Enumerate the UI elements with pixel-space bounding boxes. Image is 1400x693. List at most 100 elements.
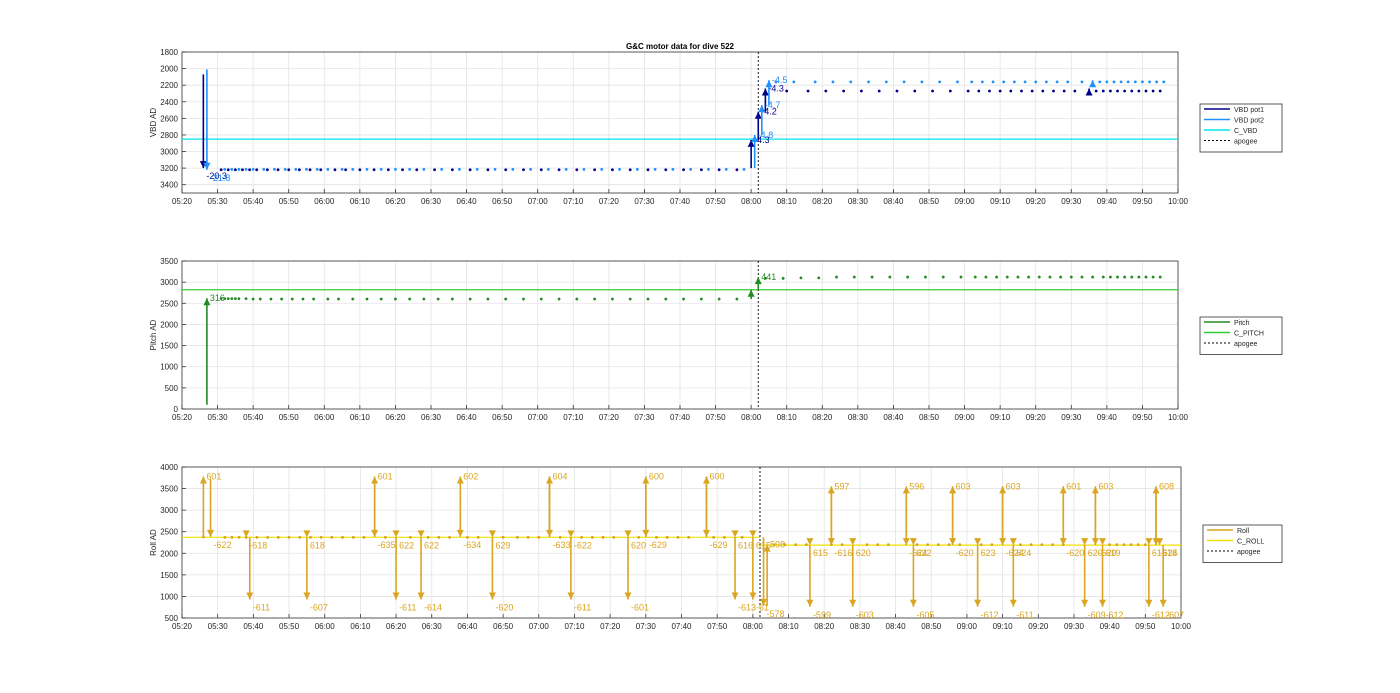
x-tick-label: 07:20 [599, 413, 620, 422]
legend-label: C_VBD [1234, 128, 1257, 135]
move-label: -614 [424, 602, 442, 612]
data-point [298, 535, 302, 539]
data-point [251, 297, 255, 301]
move-arrow-head [760, 598, 768, 606]
data-point [237, 297, 241, 301]
data-point [475, 167, 479, 171]
move-arrow-head [1009, 538, 1017, 546]
x-tick-label: 05:20 [172, 622, 193, 631]
data-point [915, 543, 919, 547]
data-point [1020, 89, 1023, 93]
x-tick-label: 08:30 [850, 622, 871, 631]
data-point [813, 80, 817, 84]
x-tick-label: 08:20 [812, 197, 833, 206]
x-tick-label: 07:00 [528, 413, 549, 422]
data-point [372, 168, 376, 172]
data-point [1137, 89, 1141, 93]
data-point [426, 535, 430, 539]
data-point [740, 535, 744, 539]
data-point [301, 297, 305, 301]
data-point [337, 297, 340, 301]
data-point [689, 167, 693, 171]
x-tick-label: 07:40 [670, 197, 691, 206]
data-point [831, 80, 835, 84]
data-point [806, 89, 810, 93]
move-arrow-head [199, 476, 207, 484]
data-point [611, 168, 614, 172]
data-point [817, 276, 821, 280]
data-point [1155, 80, 1159, 84]
x-tick-label: 09:50 [1135, 622, 1156, 631]
data-point [383, 535, 387, 539]
data-point [870, 275, 874, 279]
move-arrow-head [624, 530, 632, 538]
data-point [1030, 89, 1034, 93]
legend-label: apogee [1234, 139, 1257, 146]
x-tick-label: 09:00 [955, 413, 976, 422]
data-point [1148, 80, 1151, 84]
move-arrow-head [747, 139, 755, 147]
move-arrow-head [765, 80, 773, 88]
move-label: 622 [399, 540, 414, 550]
move-label: 598 [770, 540, 785, 550]
data-point [867, 80, 870, 84]
legend-label: C_PITCH [1234, 331, 1264, 338]
data-point [219, 168, 223, 172]
move-label: 600 [649, 471, 664, 481]
data-point [1115, 543, 1119, 547]
data-point [440, 167, 444, 171]
x-tick-label: 07:10 [563, 197, 584, 206]
move-arrow-head [1089, 80, 1097, 88]
move-label: 618 [310, 540, 325, 550]
data-point [970, 80, 974, 84]
data-point [998, 89, 1002, 93]
x-tick-label: 05:40 [243, 622, 264, 631]
data-point [333, 168, 337, 172]
move-label: 620 [856, 548, 871, 558]
move-arrow-head [488, 592, 496, 600]
move-label: 603 [1098, 481, 1113, 491]
move-arrow-head [203, 298, 211, 306]
data-point [635, 167, 639, 171]
y-tick-label: 2000 [160, 549, 178, 558]
move-label: 620 [631, 540, 646, 550]
data-point [772, 543, 776, 547]
y-tick-label: 3400 [160, 181, 178, 190]
data-point [601, 535, 605, 539]
move-label: 603 [1006, 481, 1021, 491]
data-point [546, 167, 550, 171]
move-arrow-head [1099, 599, 1107, 607]
y-tick-label: 2500 [160, 299, 178, 308]
data-point [618, 167, 621, 171]
data-point [255, 535, 259, 539]
legend-label: Pitch [1234, 320, 1250, 327]
y-tick-label: 1000 [160, 363, 178, 372]
data-point [241, 168, 244, 172]
data-point [593, 168, 597, 172]
x-tick-label: 08:00 [741, 197, 762, 206]
move-arrow-head [827, 538, 835, 546]
x-tick-label: 05:20 [172, 197, 193, 206]
y-tick-label: 2600 [160, 114, 178, 123]
data-point [290, 297, 294, 301]
move-label: -620 [495, 602, 513, 612]
data-point [326, 297, 330, 301]
data-point [237, 167, 241, 171]
data-point [840, 543, 844, 547]
move-label: -611 [253, 602, 270, 612]
data-point [557, 297, 561, 301]
data-point [219, 297, 223, 301]
x-tick-label: 05:50 [279, 413, 300, 422]
data-point [884, 80, 888, 84]
x-tick-label: 06:00 [315, 622, 336, 631]
data-point [351, 167, 355, 171]
data-point [433, 168, 436, 172]
series-pitch: 316 441 [203, 272, 1162, 405]
move-arrow-head [761, 88, 769, 96]
legend-box [1202, 524, 1283, 563]
data-point [466, 535, 469, 539]
x-tick-label: 08:30 [848, 413, 869, 422]
data-point [804, 543, 808, 547]
